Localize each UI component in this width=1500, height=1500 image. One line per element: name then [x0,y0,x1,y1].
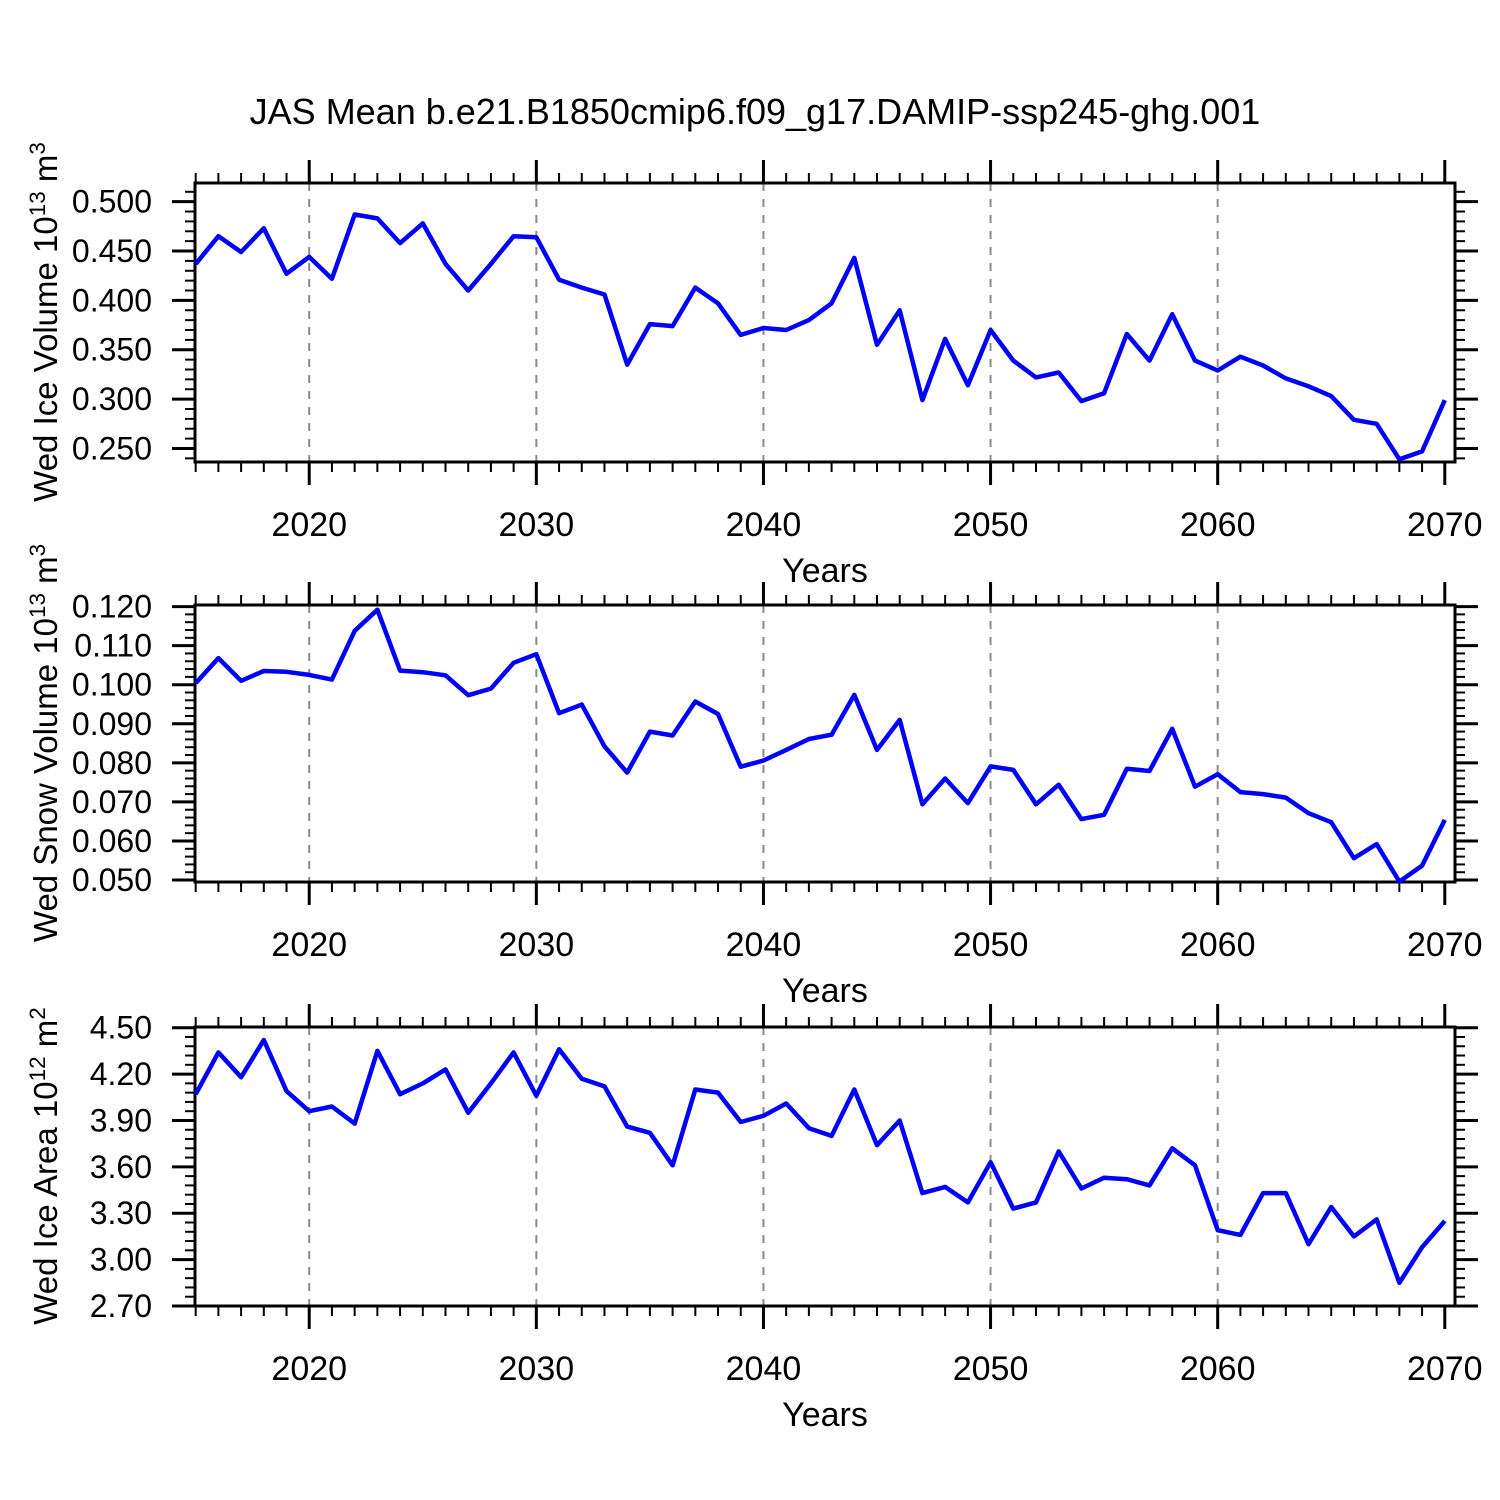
y-tick-label: 0.400 [72,282,152,318]
y-tick-labels-wed-ice-volume: 0.500 0.450 0.400 0.350 0.300 0.250 [72,184,152,467]
x-tick-labels-wed-ice-volume: 2020 2030 2040 2050 2060 2070 Years [271,506,1482,590]
y-tick-label: 0.050 [72,862,152,898]
y-tick-labels-wed-ice-area: 4.50 4.20 3.90 3.60 3.30 3.00 2.70 [90,1010,152,1324]
x-ticks-wed-ice-area [194,1004,1447,1329]
x-tick-label: 2050 [953,926,1029,964]
chart-title: JAS Mean b.e21.B1850cmip6.f09_g17.DAMIP-… [249,91,1261,132]
x-tick-label: 2040 [726,926,802,964]
x-axis-title: Years [782,1396,868,1434]
y-tick-label: 0.250 [72,430,152,466]
x-ticks-wed-snow-volume [194,582,1447,905]
y-tick-label: 0.110 [74,628,152,664]
data-line-wed-ice-area [193,1037,1447,1286]
y-tick-label: 0.100 [72,667,152,703]
x-tick-label: 2070 [1407,926,1483,964]
x-ticks-wed-ice-volume [194,160,1447,485]
y-tick-label: 4.50 [90,1010,152,1046]
y-tick-label: 0.060 [72,823,152,859]
y-tick-label: 3.30 [90,1195,152,1231]
x-tick-labels-wed-snow-volume: 2020 2030 2040 2050 2060 2070 Years [271,926,1482,1010]
plot-border [193,1025,1457,1308]
y-tick-label: 2.70 [90,1288,152,1324]
data-line-wed-ice-volume [193,212,1447,462]
gridlines-wed-snow-volume [308,605,1219,882]
panel-wed-ice-area: 4.50 4.20 3.90 3.60 3.30 3.00 2.70 2020 2030 2040… [90,1004,1483,1434]
x-tick-label: 2030 [499,926,575,964]
y-tick-label: 0.300 [72,381,152,417]
gridlines-wed-ice-volume [308,183,1219,462]
panel-wed-snow-volume: 0.1200.1100.1000.0900.0800.0700.0600.050… [72,582,1483,1010]
y-tick-label: 3.60 [90,1149,152,1185]
x-tick-label: 2060 [1180,1350,1256,1388]
x-tick-label: 2040 [726,506,802,544]
x-tick-label: 2020 [271,506,347,544]
y-tick-label: 3.00 [90,1242,152,1278]
y-ticks-wed-snow-volume [172,605,1478,882]
y-tick-label: 0.120 [72,589,152,625]
y-ticks-wed-ice-volume [172,190,1478,460]
x-tick-label: 2030 [499,506,575,544]
data-line-wed-snow-volume [194,607,1447,884]
plot-border [193,603,1457,884]
x-axis-title: Years [782,972,868,1010]
y-tick-label: 0.350 [72,332,152,368]
x-tick-label: 2060 [1180,926,1256,964]
x-tick-label: 2020 [271,926,347,964]
x-tick-label: 2070 [1407,1350,1483,1388]
x-tick-label: 2050 [953,506,1029,544]
plot-border [193,181,1457,464]
y-ticks-wed-ice-area [172,1026,1478,1308]
y-tick-label: 0.090 [72,706,152,742]
x-tick-labels-wed-ice-area: 2020 2030 2040 2050 2060 2070 Years [271,1350,1482,1434]
y-tick-label: 4.20 [90,1056,152,1092]
y-tick-label: 0.070 [72,784,152,820]
x-tick-label: 2020 [271,1350,347,1388]
x-tick-label: 2050 [953,1350,1029,1388]
y-tick-label: 0.500 [72,184,152,220]
x-axis-title: Years [782,552,868,590]
x-tick-label: 2070 [1407,506,1483,544]
y-tick-label: 0.450 [72,233,152,269]
x-tick-label: 2040 [726,1350,802,1388]
y-tick-label: 3.90 [90,1102,152,1138]
x-tick-label: 2030 [499,1350,575,1388]
y-tick-label: 0.080 [72,745,152,781]
x-tick-label: 2060 [1180,506,1256,544]
